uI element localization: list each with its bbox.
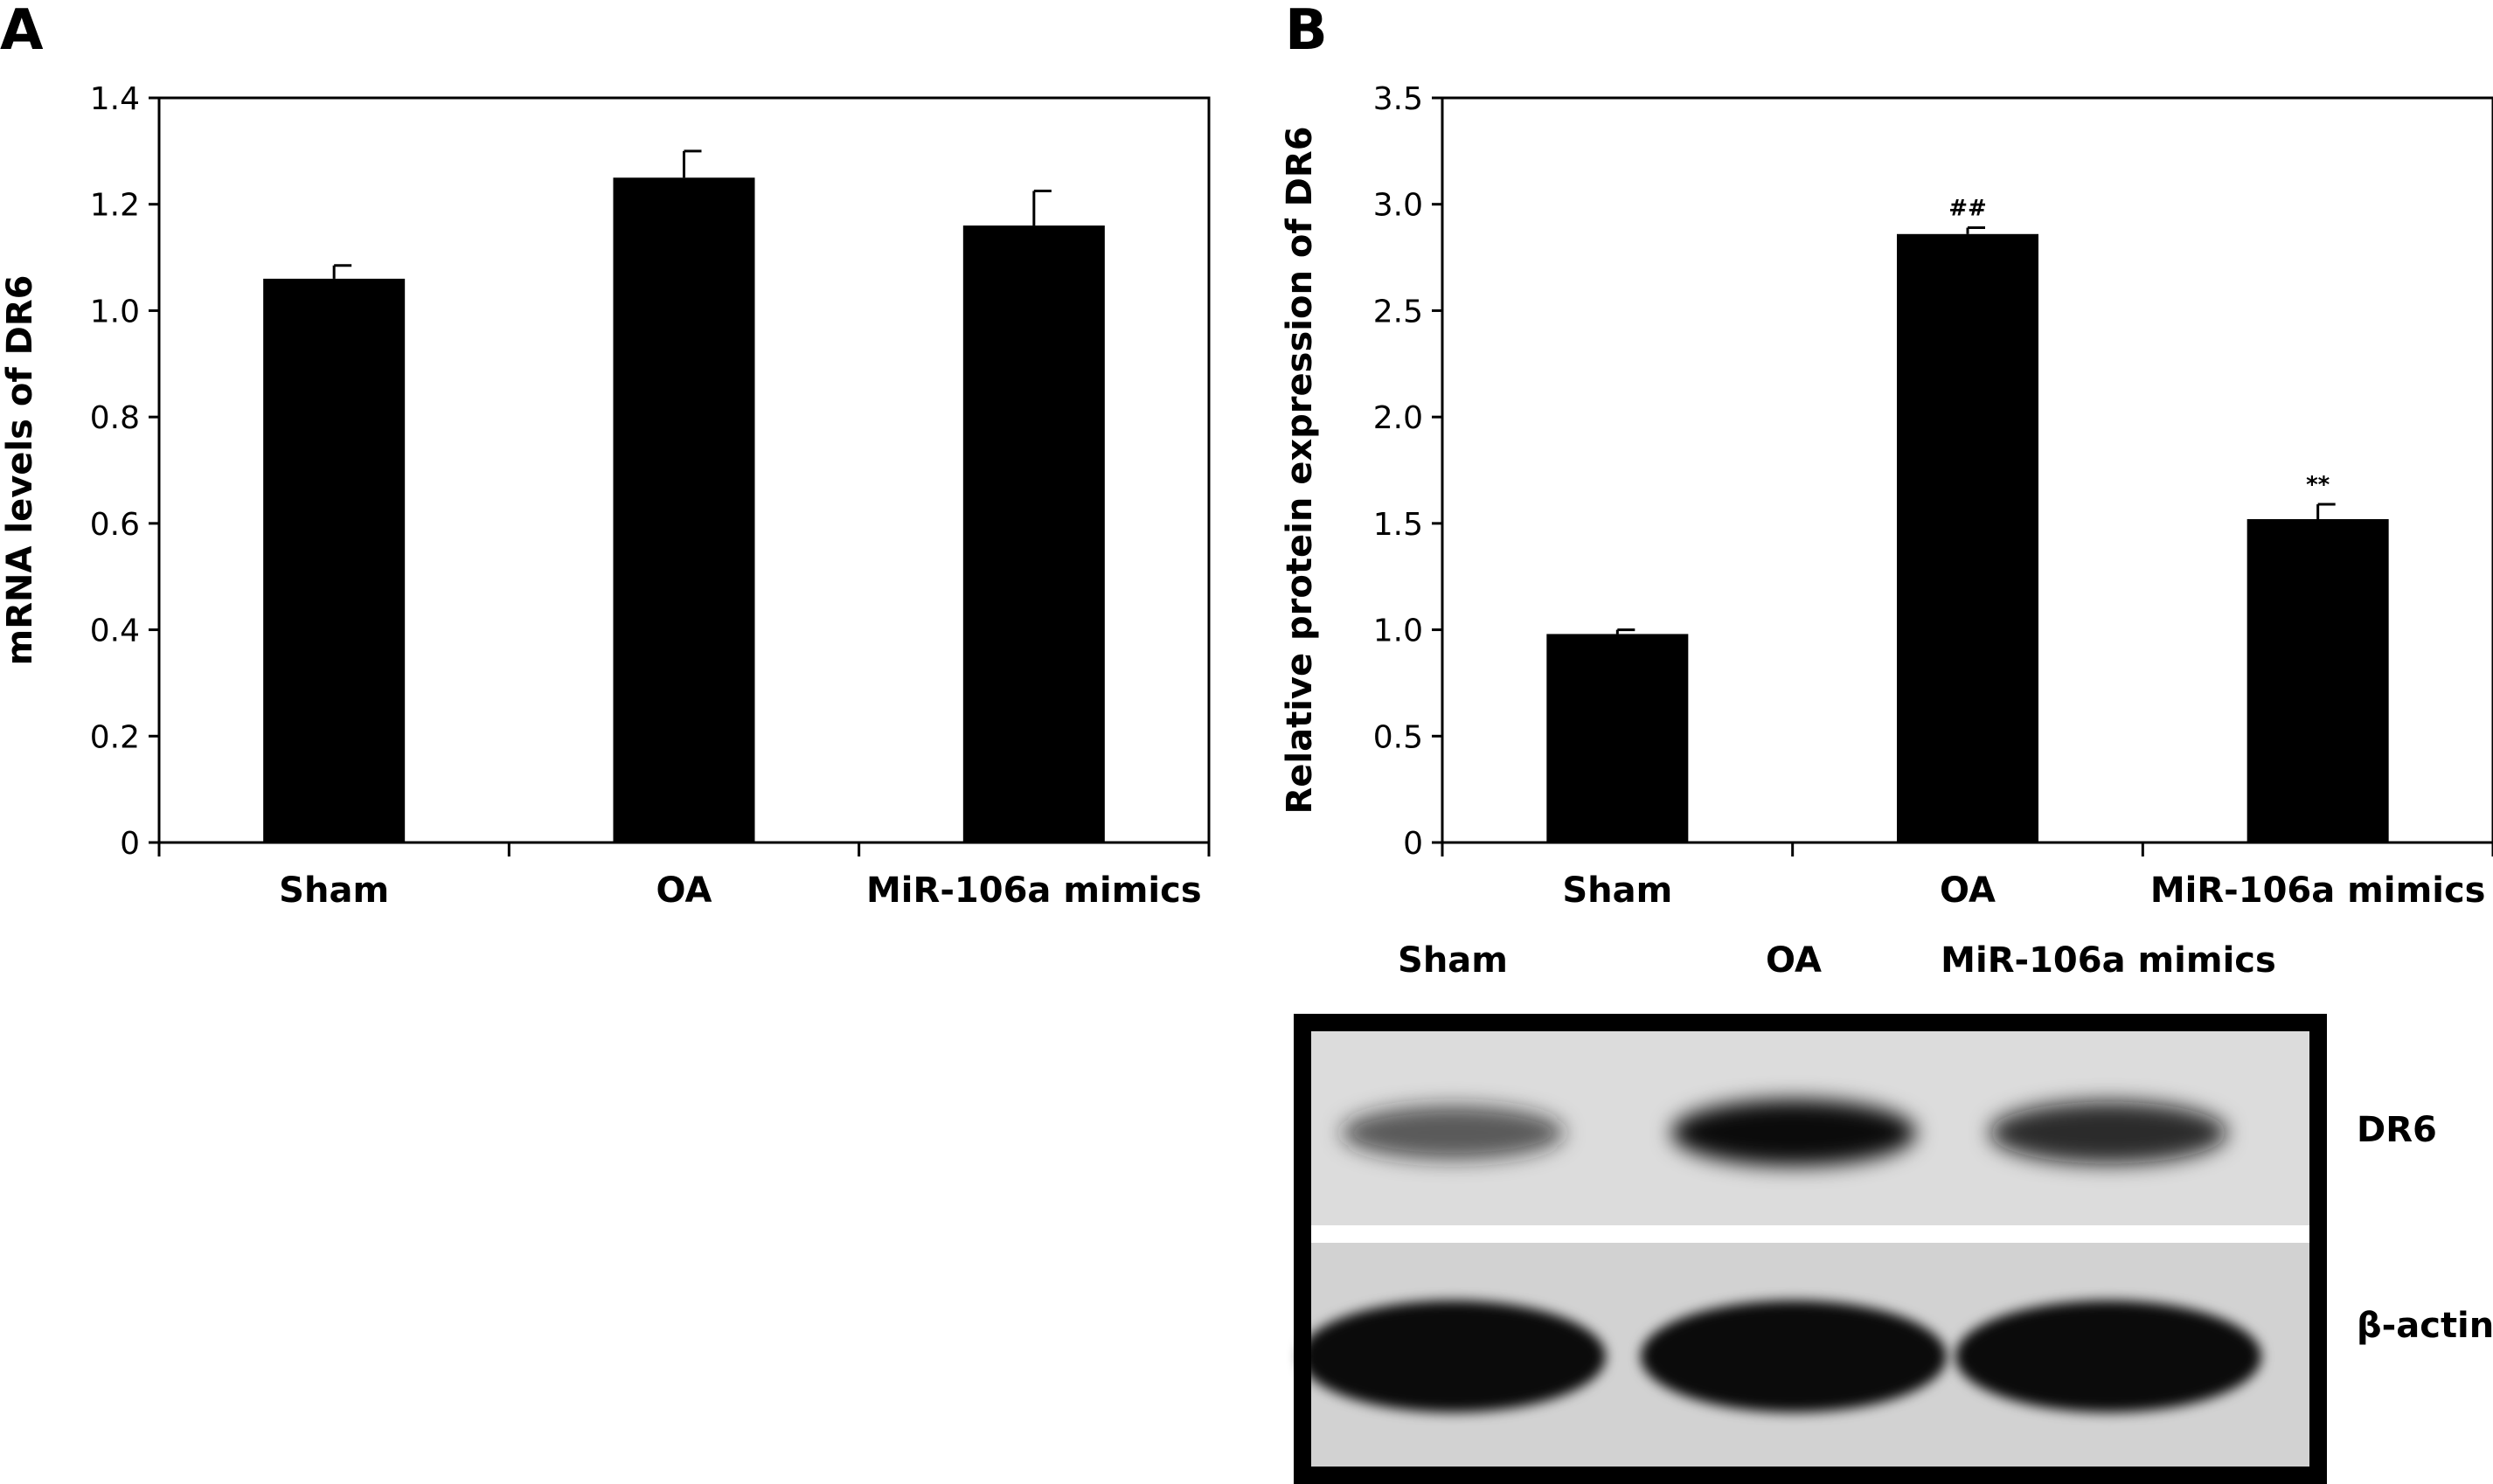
blot-lane-label-oa: OA	[1766, 940, 1822, 981]
blot-band-1-1	[1641, 1300, 1947, 1412]
blot-separator	[1311, 1225, 2309, 1243]
chart-b-annotation-1: ##	[1948, 195, 1987, 221]
chart-b-annotation-2: **	[2306, 472, 2330, 498]
blot-lane-label-sham: Sham	[1398, 940, 1508, 981]
blot-band-label-actin: β-actin	[2357, 1306, 2493, 1346]
chart-b-y-tick-label: 1.0	[1373, 614, 1423, 649]
chart-b-y-tick-label: 3.5	[1373, 81, 1423, 117]
chart-a-category-label-0: Sham	[279, 870, 389, 911]
chart-a-y-tick-label: 0.4	[90, 614, 140, 649]
chart-a-y-tick-label: 0	[120, 826, 140, 862]
western-blot: Sham OA MiR-106a mimics DR6 β-actin	[1294, 940, 2493, 1484]
chart-b-protein: 0 0.5 1.0 1.5 2.0 2.5 3.0 3.5 Sham ## OA ** MiR-106a…	[1280, 81, 2493, 911]
blot-lane-label-mimics: MiR-106a mimics	[1941, 940, 2276, 981]
chart-b-category-label-1: OA	[1940, 870, 1996, 911]
chart-a-mrna: 0 0.2 0.4 0.6 0.8 1.0 1.2 1.4 Sham OA MiR-106a mim…	[0, 81, 1211, 911]
chart-a-y-tick-label: 1.2	[90, 188, 140, 224]
chart-b-category-label-2: MiR-106a mimics	[2150, 870, 2486, 911]
chart-b-y-tick-label: 2.0	[1373, 400, 1423, 436]
chart-b-y-tick-label: 0	[1403, 826, 1423, 862]
chart-a-bar-0	[263, 278, 406, 843]
panel-b-letter: B	[1285, 0, 1328, 63]
chart-a-y-tick-label: 1.0	[90, 294, 140, 329]
panel-a-letter: A	[0, 0, 44, 63]
chart-b-bar-0	[1546, 634, 1689, 843]
blot-bands	[1300, 1099, 2261, 1412]
chart-b-bar-2	[2246, 518, 2389, 843]
blot-band-label-dr6: DR6	[2357, 1110, 2437, 1150]
chart-b-bar-1	[1897, 233, 2038, 843]
chart-b-y-tick-label: 1.5	[1373, 507, 1423, 543]
chart-b-y-axis-title: Relative protein expression of DR6	[1280, 126, 1320, 814]
chart-b-y-tick-label: 3.0	[1373, 188, 1423, 224]
chart-b-y-tick-label: 0.5	[1373, 719, 1423, 755]
chart-b-category-label-0: Sham	[1562, 870, 1672, 911]
blot-band-0-0	[1341, 1105, 1565, 1161]
blot-band-1-0	[1300, 1300, 1606, 1412]
chart-a-y-tick-label: 0.8	[90, 400, 140, 436]
chart-a-bar-1	[613, 177, 755, 843]
blot-band-1-2	[1955, 1300, 2261, 1412]
chart-a-y-tick-label: 0.2	[90, 719, 140, 755]
blot-band-0-1	[1671, 1099, 1916, 1166]
chart-a-category-label-2: MiR-106a mimics	[866, 870, 1202, 911]
chart-a-category-label-1: OA	[656, 870, 712, 911]
chart-a-y-tick-label: 0.6	[90, 507, 140, 543]
chart-a-y-axis-title: mRNA levels of DR6	[0, 275, 40, 666]
blot-band-0-2	[1990, 1101, 2227, 1164]
chart-a-bar-2	[962, 225, 1105, 843]
chart-b-y-tick-label: 2.5	[1373, 294, 1423, 329]
chart-a-y-tick-label: 1.4	[90, 81, 140, 117]
